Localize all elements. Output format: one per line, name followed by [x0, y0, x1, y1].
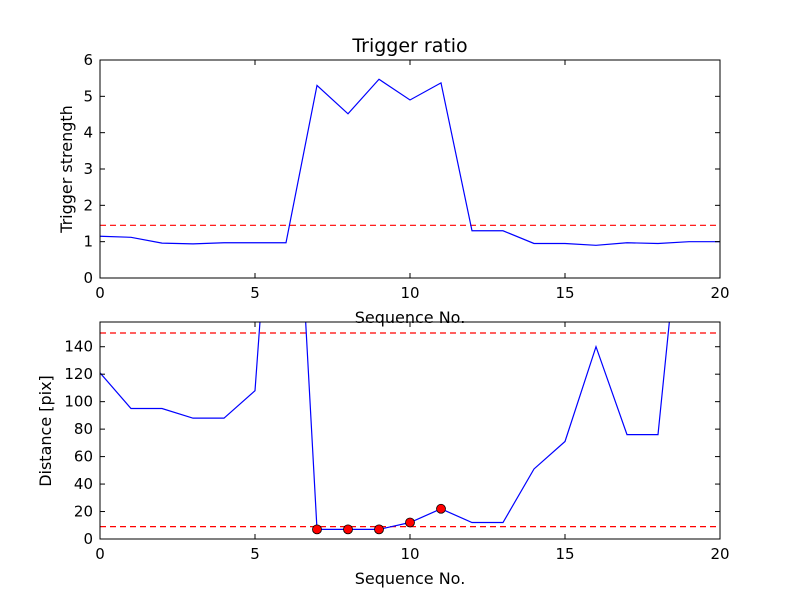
x-tick-label: 20	[710, 284, 729, 302]
data-point-marker	[312, 524, 322, 535]
y-axis-label: Trigger strength	[57, 105, 76, 234]
y-tick-label: 60	[74, 448, 93, 466]
y-tick-label: 3	[83, 160, 93, 178]
y-tick-label: 1	[83, 233, 93, 251]
y-tick-label: 4	[83, 124, 93, 142]
data-point-marker	[436, 503, 446, 514]
y-tick-label: 2	[83, 196, 93, 214]
distance-plot: Sequence No. Distance [pix] 0 5 10 15 20 0 20 4…	[36, 321, 730, 588]
x-tick-label: 5	[250, 545, 260, 563]
x-tick-label: 0	[95, 545, 105, 563]
x-tick-label: 0	[95, 284, 105, 302]
y-tick-label: 20	[74, 503, 93, 521]
x-tick-label: 5	[250, 284, 260, 302]
series-line	[100, 78, 720, 246]
y-tick-label: 100	[64, 393, 93, 411]
y-tick-label: 6	[83, 51, 93, 69]
data-point-marker	[374, 524, 384, 535]
data-point-marker	[343, 524, 353, 535]
x-tick-label: 10	[400, 284, 419, 302]
x-tick-label: 10	[400, 545, 419, 563]
x-axis-label: Sequence No.	[355, 569, 466, 588]
y-tick-label: 80	[74, 420, 93, 438]
y-tick-label: 120	[64, 365, 93, 383]
x-tick-label: 15	[555, 284, 574, 302]
y-tick-label: 0	[83, 269, 93, 287]
y-tick-label: 140	[64, 338, 93, 356]
chart-title: Trigger ratio	[351, 35, 467, 57]
x-tick-label: 15	[555, 545, 574, 563]
y-axis-label: Distance [pix]	[36, 375, 55, 487]
y-tick-label: 5	[83, 87, 93, 105]
y-tick-label: 40	[74, 475, 93, 493]
x-tick-label: 20	[710, 545, 729, 563]
data-point-marker	[405, 517, 415, 528]
y-tick-label: 0	[83, 530, 93, 548]
